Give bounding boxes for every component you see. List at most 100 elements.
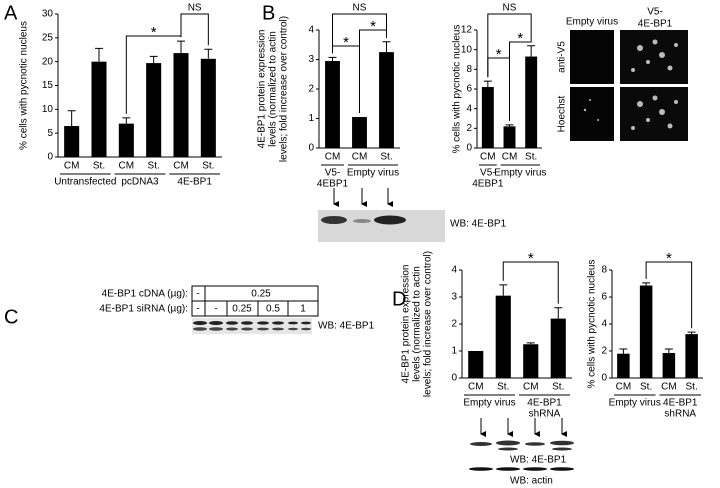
group-label: pcDNA3 [121,177,159,188]
significance-bracket [487,13,532,78]
bar [352,117,367,148]
table-cell: 1 [300,304,306,315]
panel-label: B [262,2,275,24]
row-label: 4E-BP1 siRNA (µg): [99,304,188,315]
error-bar [177,40,185,54]
y-axis-label: % cells with pycnotic nucleus [19,21,30,150]
x-tick-label: CM [502,152,518,163]
error-bar [642,282,651,286]
bar [481,87,494,148]
significance-label: * [151,24,157,41]
y-tick-label: 15 [42,80,54,91]
table-grid [191,285,319,317]
bar [118,123,134,157]
y-axis-label: levels (normalized to actin [268,31,279,147]
significance-label: * [343,34,349,51]
bar [617,353,630,378]
y-tick-label: 1 [451,346,457,357]
x-tick-label: St. [686,382,698,393]
error-bar [526,342,535,345]
y-tick-label: 4 [308,25,314,36]
x-tick-label: St. [93,161,105,172]
error-bar [67,110,76,127]
group-label: V5- [325,168,341,179]
table-cell: 0.25 [232,304,252,315]
significance-bracket [180,13,209,46]
error-bar [483,80,492,88]
bar [91,61,107,157]
y-tick-label: 8 [466,64,472,75]
y-tick-label: 2 [308,84,314,95]
x-tick-label: St. [202,161,214,172]
blot [469,467,574,471]
panel-label: C [4,306,18,328]
bar [685,334,698,378]
group-label: 4E-BP1 [177,177,212,188]
group-label: 4E-BP1 [663,398,698,409]
x-tick-label: CM [480,152,496,163]
bar [525,56,538,148]
group-label: shRNA [664,409,696,420]
significance-label: * [370,18,376,35]
bar [173,53,189,157]
y-tick-label: 2 [466,123,472,134]
bar [146,63,162,158]
bar [523,344,539,378]
blot [318,210,445,242]
y-tick-label: 5 [47,128,53,139]
y-tick-label: 12 [461,25,473,36]
x-tick-label: St. [525,152,537,163]
table-cell: - [196,304,199,315]
x-tick-label: St. [148,161,160,172]
significance-bracket [332,13,387,54]
y-tick-label: 6 [601,292,607,303]
y-tick-label: 2 [601,346,607,357]
group-label: V5- [480,168,496,179]
x-tick-label: CM [325,152,341,163]
x-tick-label: CM [523,382,539,393]
y-tick-label: 4 [466,103,472,114]
significance-bracket [359,29,387,114]
bar [639,285,653,378]
y-tick-label: 2 [451,319,457,330]
y-tick-label: 30 [42,9,54,20]
group-label: shRNA [529,409,561,420]
bar [662,353,676,378]
bar [200,58,216,157]
y-tick-label: 10 [461,44,473,55]
blot-label: WB: actin [510,476,553,487]
group-label: Empty virus [463,398,515,409]
significance-label: * [496,46,502,63]
error-bar [664,348,673,354]
y-tick-label: 1 [308,113,314,124]
group-label: Untransfected [54,177,116,188]
bar [550,318,566,378]
micrographs [570,30,688,141]
x-tick-label: CM [616,382,632,393]
error-bar [499,284,508,296]
y-tick-label: 3 [451,292,457,303]
column-label: Empty virus [566,17,618,28]
x-tick-label: CM [173,161,189,172]
y-axis-label: levels (normalized to actin [412,266,423,382]
y-tick-label: 0 [451,373,457,384]
blot-label: WB: 4E-BP1 [450,219,507,230]
column-label: V5- [647,7,663,18]
x-tick-label: CM [468,382,484,393]
bar [64,126,80,157]
y-tick-label: 20 [42,56,54,67]
group-label: 4EBP1 [472,179,504,190]
y-tick-label: 0 [308,143,314,154]
x-tick-label: CM [64,161,80,172]
blot [470,440,574,451]
y-axis-label: % cells with pycnotic nucleus [587,260,598,389]
row-label: anti-V5 [557,41,568,73]
bar [468,351,484,378]
x-tick-label: St. [380,152,392,163]
error-bar [122,117,131,124]
y-axis-label: % cells with pycnotic nucleus [452,25,463,154]
error-bar [554,307,563,319]
column-label: 4E-BP1 [638,19,673,30]
error-bar [149,55,158,64]
x-tick-label: CM [352,152,368,163]
